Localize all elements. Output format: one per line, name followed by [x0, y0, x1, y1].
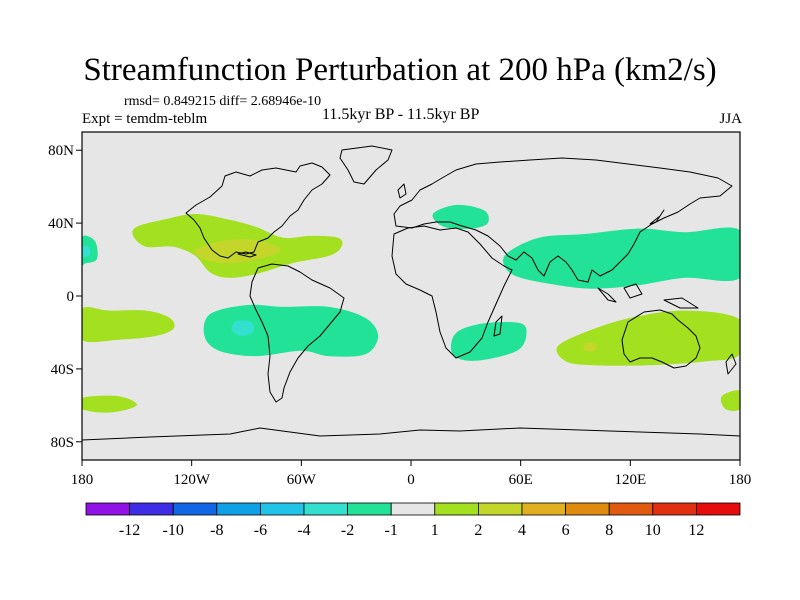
coast-japan — [649, 209, 665, 225]
contour-region-5 — [203, 304, 379, 357]
coast-north-america — [185, 162, 331, 259]
season-label: JJA — [719, 111, 742, 127]
colorbar-label-8: 2 — [474, 522, 482, 539]
contour-region-13 — [82, 395, 137, 413]
x-tick-label-6: 180 — [729, 472, 752, 488]
colorbar: -12 -10 -8 -6 -4 -2 -1 1 2 4 6 8 10 12 — [85, 502, 741, 539]
colorbar-box-9 — [477, 502, 523, 516]
map-background — [82, 132, 740, 460]
coast-sumatra — [597, 287, 617, 303]
colorbar-label-5: -2 — [341, 522, 354, 539]
center-subtitle: 11.5kyr BP - 11.5kyr BP — [322, 106, 480, 123]
y-tick-label-4: 80S — [51, 435, 74, 451]
x-tick-label-0: 180 — [71, 472, 94, 488]
contour-region-6 — [231, 320, 255, 337]
contour-region-12 — [720, 390, 740, 411]
x-axis: 180 120W 60W 0 60E 120E 180 — [71, 460, 752, 488]
contour-region-7 — [432, 204, 489, 229]
colorbar-box-1 — [129, 502, 174, 516]
colorbar-label-2: -8 — [210, 522, 223, 539]
contour-region-8 — [502, 227, 740, 289]
contour-region-3 — [82, 245, 91, 258]
colorbar-box-7 — [390, 502, 436, 516]
colorbar-label-0: -12 — [119, 522, 140, 539]
colorbar-box-3 — [216, 502, 261, 516]
colorbar-label-6: -1 — [385, 522, 398, 539]
colorbar-box-4 — [259, 502, 305, 516]
coast-britain — [397, 183, 407, 199]
stats-text: rmsd= 0.849215 diff= 2.68946e-10 — [124, 94, 322, 109]
coast-antarctica — [82, 427, 740, 441]
colorbar-box-12 — [608, 502, 654, 516]
y-tick-label-3: 40S — [51, 362, 74, 378]
colorbar-label-1: -10 — [163, 522, 184, 539]
coast-australia — [621, 309, 701, 369]
colorbar-box-2 — [172, 502, 218, 516]
colorbar-box-5 — [303, 502, 348, 516]
contour-region-9 — [450, 321, 527, 361]
colorbar-box-6 — [347, 502, 392, 516]
colorbar-box-10 — [521, 502, 566, 516]
y-tick-label-2: 0 — [67, 289, 75, 305]
coast-south-america — [249, 263, 345, 403]
x-tick-label-4: 60E — [509, 472, 533, 488]
contour-region-1 — [194, 239, 281, 264]
colorbar-label-10: 6 — [562, 522, 570, 539]
colorbar-box-13 — [652, 502, 697, 516]
coast-borneo — [623, 283, 643, 299]
colorbar-label-9: 4 — [518, 522, 526, 539]
y-tick-label-1: 40N — [48, 216, 74, 232]
colorbar-box-14 — [696, 502, 741, 516]
coast-madagascar — [493, 315, 503, 337]
coast-new-guinea — [663, 297, 699, 309]
colorbar-label-13: 12 — [688, 522, 704, 539]
chart-title: Streamfunction Perturbation at 200 hPa (… — [83, 52, 717, 88]
x-tick-label-1: 120W — [173, 472, 211, 488]
y-axis: 80N 40N 0 40S 80S — [48, 143, 82, 451]
colorbar-label-12: 10 — [645, 522, 661, 539]
colorbar-label-11: 8 — [605, 522, 613, 539]
experiment-label: Expt = temdm-teblm — [82, 111, 208, 127]
x-tick-label-3: 0 — [407, 472, 415, 488]
y-tick-label-0: 80N — [48, 143, 74, 159]
colorbar-label-7: 1 — [431, 522, 439, 539]
contour-region-4 — [82, 306, 175, 343]
colorbar-box-11 — [565, 502, 610, 516]
x-tick-label-2: 60W — [287, 472, 317, 488]
coast-africa — [391, 225, 513, 359]
colorbar-box-0 — [85, 502, 130, 516]
contour-region-10 — [556, 310, 740, 366]
colorbar-box-8 — [434, 502, 479, 516]
coast-eurasia — [393, 157, 733, 283]
coast-greenland — [339, 145, 393, 185]
coast-cuba — [237, 251, 257, 258]
colorbar-label-4: -4 — [297, 522, 310, 539]
contour-regions — [82, 204, 740, 413]
contour-region-11 — [583, 342, 597, 352]
colorbar-label-3: -6 — [254, 522, 267, 539]
coast-new-zealand — [725, 353, 737, 375]
x-tick-label-5: 120E — [614, 472, 646, 488]
coastlines — [82, 145, 740, 441]
